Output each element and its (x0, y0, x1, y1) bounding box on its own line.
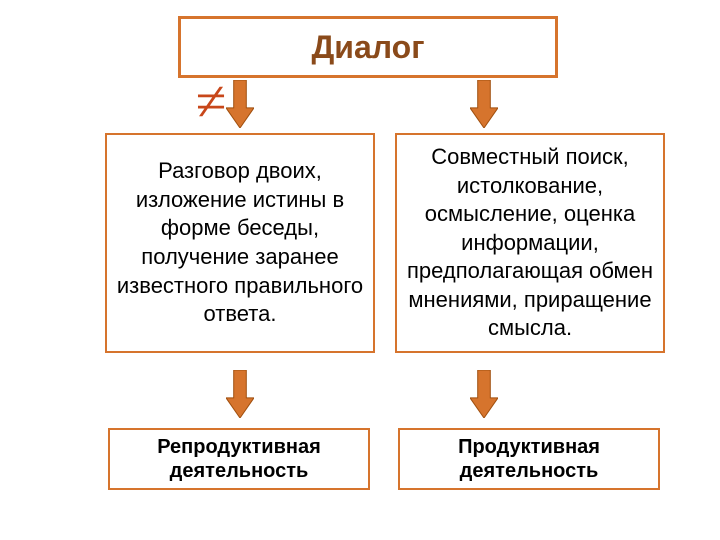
right-result-box: Продуктивная деятельность (398, 428, 660, 490)
right-result-text: Продуктивная деятельность (404, 435, 654, 483)
not-equal-symbol: ≠ (195, 70, 226, 134)
arrow-top-right (470, 80, 498, 128)
arrow-bottom-left (226, 370, 254, 418)
title-text: Диалог (311, 29, 424, 66)
left-definition-text: Разговор двоих, изложение истины в форме… (113, 157, 367, 329)
arrow-top-left (226, 80, 254, 128)
right-definition-box: Совместный поиск, истолкование, осмыслен… (395, 133, 665, 353)
title-box: Диалог (178, 16, 558, 78)
left-result-text: Репродуктивная деятельность (114, 435, 364, 483)
left-result-box: Репродуктивная деятельность (108, 428, 370, 490)
right-definition-text: Совместный поиск, истолкование, осмыслен… (403, 143, 657, 343)
left-definition-box: Разговор двоих, изложение истины в форме… (105, 133, 375, 353)
arrow-bottom-right (470, 370, 498, 418)
